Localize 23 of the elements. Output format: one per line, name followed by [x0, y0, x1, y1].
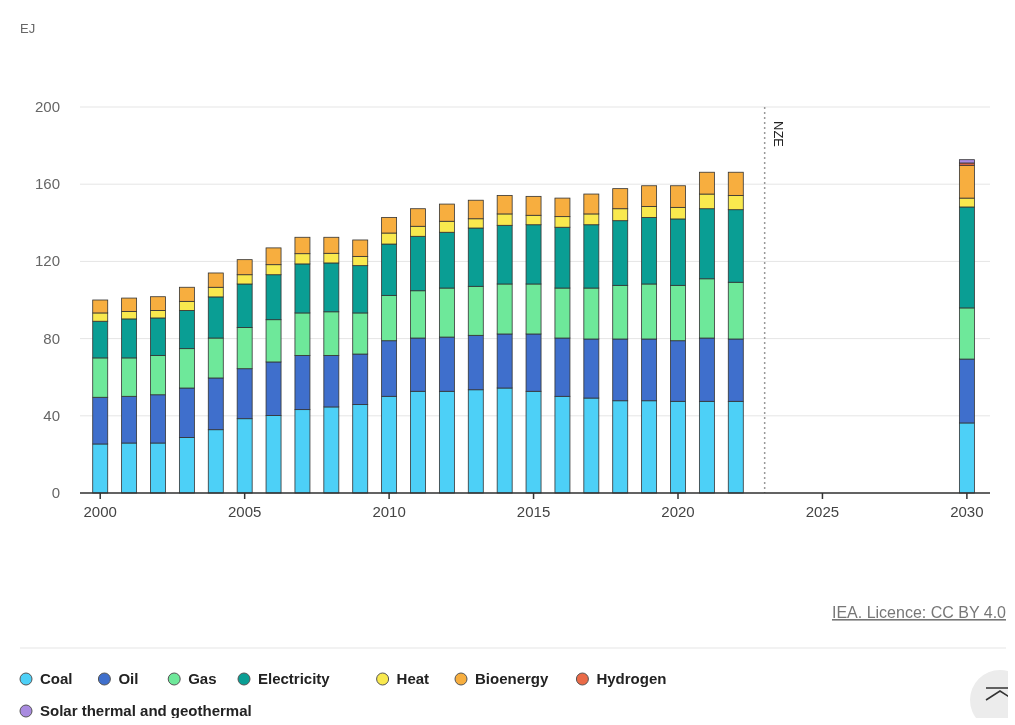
legend-label: Coal [40, 670, 73, 687]
legend-label: Oil [118, 670, 139, 687]
x-tick-label: 2010 [372, 503, 406, 520]
x-tick-label: 2015 [516, 503, 551, 520]
y-tick-label: 40 [43, 406, 60, 424]
x-tick-label: 2005 [227, 503, 262, 520]
y-tick-label: 120 [34, 252, 60, 270]
text: IEA. Licence: CC BY 4.0 [831, 604, 1007, 621]
legend-label: Gas [188, 670, 217, 687]
x-tick-label: 2020 [661, 503, 695, 520]
ref-line-label: NZE [770, 121, 786, 148]
legend-label: Bioenergy [475, 670, 550, 687]
x-tick-label: 2025 [805, 503, 840, 520]
legend-label: Heat [396, 670, 430, 687]
x-tick-label: 2030 [950, 503, 984, 520]
y-tick-label: 200 [34, 98, 60, 115]
y-tick-label: 160 [34, 175, 60, 193]
y-tick-label: 80 [43, 329, 60, 347]
legend-label: Hydrogen [596, 670, 667, 687]
y-tick-label: 0 [51, 484, 60, 501]
x-tick-label: 2000 [83, 503, 117, 520]
legend-label: Electricity [258, 670, 331, 687]
y-axis-title: EJ [20, 21, 36, 36]
